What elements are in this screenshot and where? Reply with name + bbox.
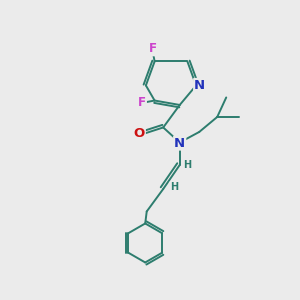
Text: H: H bbox=[170, 182, 178, 193]
Text: F: F bbox=[138, 95, 146, 109]
Text: N: N bbox=[194, 79, 205, 92]
Text: F: F bbox=[149, 42, 157, 56]
Text: O: O bbox=[134, 127, 145, 140]
Text: N: N bbox=[174, 136, 185, 150]
Text: H: H bbox=[183, 160, 191, 170]
